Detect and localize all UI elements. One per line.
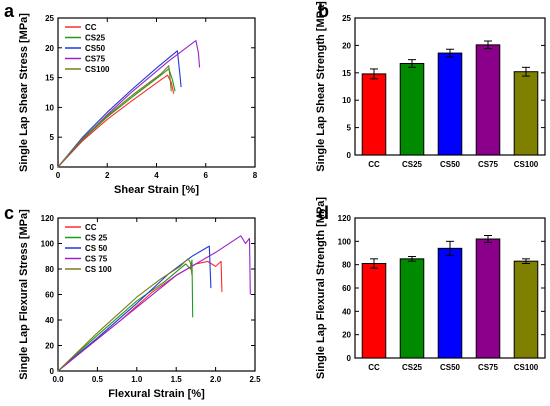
panel-c: c 0 20 40 60 80 100 120 Single Lap Flexural Stre… bbox=[4, 203, 261, 400]
x-tick-label: 4 bbox=[154, 171, 159, 180]
series-line-cs25 bbox=[57, 259, 194, 372]
y-tick-label: 20 bbox=[45, 342, 54, 351]
y-axis-title: Single Lap Shear Strength [MPa] bbox=[315, 1, 327, 172]
y-tick-label: 0 bbox=[50, 163, 55, 172]
y-tick-label: 10 bbox=[45, 103, 54, 112]
x-category-label: CS100 bbox=[514, 160, 539, 169]
x-tick-label: 2 bbox=[105, 171, 110, 180]
y-tick-label: 15 bbox=[342, 69, 351, 78]
x-tick-label: 0.0 bbox=[52, 375, 64, 384]
y-tick-label: 120 bbox=[338, 214, 352, 223]
y-tick-label: 25 bbox=[45, 14, 54, 23]
x-tick-label: 6 bbox=[204, 171, 209, 180]
x-category-label: CS75 bbox=[478, 363, 499, 372]
y-tick-label: 40 bbox=[342, 307, 351, 316]
y-tick-label: 5 bbox=[50, 133, 55, 142]
legend-entry: CS 25 bbox=[85, 234, 108, 243]
x-category-label: CS25 bbox=[402, 363, 423, 372]
y-tick-label: 60 bbox=[342, 284, 351, 293]
x-tick-label: 2.0 bbox=[210, 375, 222, 384]
legend-entry: CS100 bbox=[85, 65, 110, 74]
y-tick-label: 25 bbox=[342, 14, 351, 23]
bar-cs50 bbox=[437, 247, 463, 359]
series-line-cs50 bbox=[57, 50, 182, 168]
y-tick-label: 80 bbox=[45, 265, 54, 274]
y-tick-label: 0 bbox=[50, 367, 55, 376]
legend-entry: CS50 bbox=[85, 44, 106, 53]
x-axis-title: Flexural Strain [%] bbox=[108, 388, 205, 400]
x-tick-label: 1.5 bbox=[171, 375, 183, 384]
x-tick-label: 2.5 bbox=[249, 375, 261, 384]
bar-cs75 bbox=[475, 44, 501, 156]
series-line-cc bbox=[57, 74, 175, 168]
panel-d: d 0 20 40 60 80 100 120 Single Lap Flexural Stre… bbox=[315, 197, 546, 379]
y-tick-label: 100 bbox=[41, 240, 55, 249]
bar-cs25 bbox=[399, 258, 425, 359]
series-line-cs100 bbox=[57, 258, 193, 372]
panel-letter: c bbox=[4, 203, 14, 223]
y-tick-label: 15 bbox=[45, 74, 54, 83]
legend-entry: CS 50 bbox=[85, 244, 108, 253]
x-tick-label: 8 bbox=[253, 171, 258, 180]
y-axis-title: Single Lap Flexural Stress [MPa] bbox=[18, 209, 30, 380]
y-tick-label: 0 bbox=[347, 151, 352, 160]
x-category-label: CC bbox=[368, 363, 380, 372]
legend-entry: CS75 bbox=[85, 55, 106, 64]
bar-cc bbox=[361, 73, 387, 156]
y-axis-title: Single Lap Flexural Strength [MPa] bbox=[315, 197, 327, 379]
x-tick-label: 0 bbox=[56, 171, 61, 180]
series-line-cc bbox=[57, 260, 223, 372]
bar-cs25 bbox=[399, 62, 425, 156]
x-tick-label: 0.5 bbox=[92, 375, 104, 384]
y-tick-label: 100 bbox=[338, 237, 352, 246]
panel-b: b 0 5 10 15 20 25 Single Lap Shear Strength [MP… bbox=[315, 1, 546, 172]
bar-cs75 bbox=[475, 238, 501, 359]
series-line-cs25 bbox=[57, 68, 176, 168]
bar-cc bbox=[361, 263, 387, 359]
y-tick-label: 20 bbox=[45, 44, 54, 53]
y-tick-label: 5 bbox=[347, 124, 352, 133]
x-axis-title: Shear Strain [%] bbox=[114, 184, 199, 196]
legend-entry: CC bbox=[85, 223, 97, 232]
bar-cs100 bbox=[513, 71, 539, 156]
y-tick-label: 20 bbox=[342, 331, 351, 340]
x-category-label: CS25 bbox=[402, 160, 423, 169]
x-category-label: CC bbox=[368, 160, 380, 169]
y-axis-title: Single Lap Shear Stress [MPa] bbox=[18, 13, 30, 172]
y-tick-label: 80 bbox=[342, 261, 351, 270]
y-tick-label: 10 bbox=[342, 96, 351, 105]
legend-entry: CC bbox=[85, 23, 97, 32]
x-tick-label: 1.0 bbox=[131, 375, 143, 384]
x-category-label: CS50 bbox=[440, 363, 461, 372]
legend-entry: CS 100 bbox=[85, 265, 112, 274]
y-tick-label: 40 bbox=[45, 316, 54, 325]
series-line-cs75 bbox=[57, 235, 251, 372]
panel-letter: b bbox=[318, 1, 329, 21]
legend-entry: CS 75 bbox=[85, 255, 108, 264]
legend-entry: CS25 bbox=[85, 34, 106, 43]
series-line-cs100 bbox=[57, 65, 172, 168]
x-category-label: CS50 bbox=[440, 160, 461, 169]
x-category-label: CS100 bbox=[514, 363, 539, 372]
x-category-label: CS75 bbox=[478, 160, 499, 169]
panel-letter: a bbox=[4, 1, 15, 21]
y-tick-label: 0 bbox=[347, 354, 352, 363]
y-tick-label: 60 bbox=[45, 291, 54, 300]
bar-cs100 bbox=[513, 260, 539, 359]
y-tick-label: 20 bbox=[342, 41, 351, 50]
y-tick-label: 120 bbox=[41, 214, 55, 223]
panel-letter: d bbox=[318, 203, 329, 223]
bar-cs50 bbox=[437, 52, 463, 156]
